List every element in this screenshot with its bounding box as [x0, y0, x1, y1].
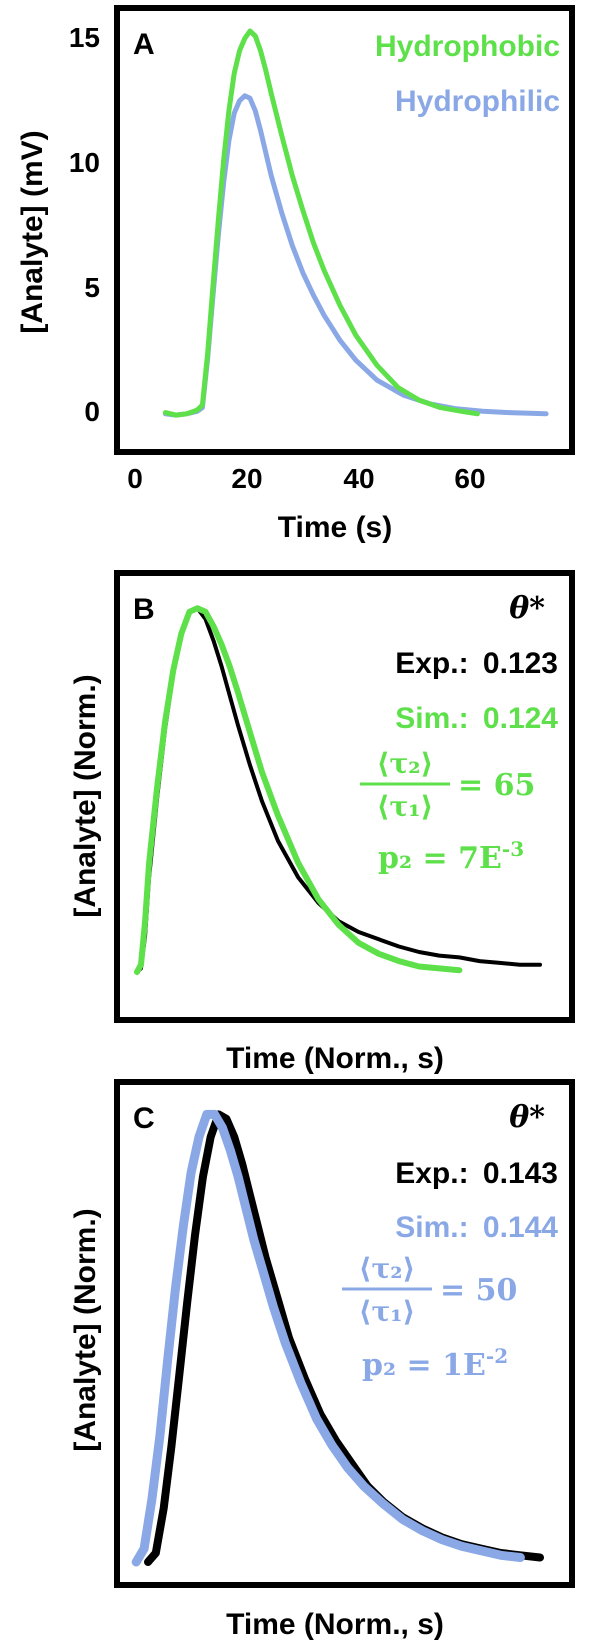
sim-label: Sim.:	[395, 1211, 468, 1244]
tau-ratio-denominator: ⟨τ₁⟩	[377, 790, 434, 823]
panel-b-plot-area	[134, 605, 542, 975]
panel-b-annotations: θ* Exp.: 0.123 Sim.: 0.124 ⟨τ₂⟩ ⟨τ₁⟩ = 6…	[360, 591, 558, 876]
tau-ratio: ⟨τ₂⟩ ⟨τ₁⟩ = 50	[342, 1252, 517, 1328]
panel-a-xtick-label: 20	[231, 463, 262, 494]
panel-a-frame	[114, 5, 575, 455]
tau-ratio-denominator: ⟨τ₁⟩	[359, 1295, 416, 1328]
legend-hydrophobic: Hydrophobic	[375, 30, 560, 63]
panel-b-letter: B	[133, 593, 155, 626]
p2-label: p₂ = 1E	[362, 1348, 486, 1383]
panel-a-ytick-label: 15	[69, 22, 100, 53]
panel-a-xtick-label: 60	[454, 463, 485, 494]
panel-a-ytick-label: 0	[84, 396, 100, 427]
p2-exponent: -3	[502, 837, 524, 861]
panel-b-series-2-line	[134, 605, 463, 975]
exp-value: 0.123	[483, 647, 558, 680]
panel-c-letter: C	[133, 1102, 155, 1135]
tau-ratio-numerator: ⟨τ₂⟩	[359, 1252, 416, 1285]
tau-ratio-numerator: ⟨τ₂⟩	[377, 747, 434, 780]
theta-symbol: θ*	[509, 591, 545, 626]
panel-a-xtick-label: 0	[127, 463, 143, 494]
sim-annotation: Sim.: 0.124	[395, 702, 558, 735]
exp-label: Exp.:	[395, 1157, 468, 1190]
sim-value: 0.144	[483, 1211, 558, 1244]
panel-c-frame	[114, 1079, 575, 1588]
exp-annotation: Exp.: 0.123	[395, 647, 558, 680]
panel-a-letter: A	[133, 28, 155, 61]
panel-c: C [Analyte] (Norm.) Time (Norm., s) θ* E…	[69, 1079, 575, 1641]
panel-a-ytick-label: 10	[69, 147, 100, 178]
tau-ratio-value: = 50	[440, 1273, 517, 1308]
panel-c-plot-area	[131, 1109, 544, 1567]
panel-a-xtick-label: 40	[343, 463, 374, 494]
panel-a-y-axis-label: [Analyte] (mV)	[16, 130, 49, 333]
theta-symbol: θ*	[509, 1100, 545, 1135]
sim-label: Sim.:	[395, 702, 468, 735]
panel-a-ytick-label: 5	[84, 272, 100, 303]
panel-a-x-ticks: 0 20 40 60	[127, 463, 485, 494]
panel-b-x-axis-label: Time (Norm., s)	[226, 1042, 444, 1075]
panel-b-frame	[114, 570, 575, 1023]
panel-c-series-1-line	[144, 1110, 544, 1566]
tau-ratio-value: = 65	[458, 768, 535, 803]
p2-annotation: p₂ = 7E-3	[378, 837, 524, 876]
panel-a-hydrophobic-line	[162, 28, 480, 418]
panel-c-series-2-line	[131, 1109, 525, 1567]
panel-a-x-axis-label: Time (s)	[278, 511, 392, 544]
exp-label: Exp.:	[395, 647, 468, 680]
p2-annotation: p₂ = 1E-2	[362, 1344, 508, 1383]
panel-a-y-ticks: 15 10 5 0	[69, 22, 100, 427]
sim-annotation: Sim.: 0.144	[395, 1211, 558, 1244]
panel-b-y-axis-label: [Analyte] (Norm.)	[69, 674, 102, 917]
exp-annotation: Exp.: 0.143	[395, 1157, 558, 1190]
exp-value: 0.143	[483, 1157, 558, 1190]
sim-value: 0.124	[483, 702, 558, 735]
legend-hydrophilic: Hydrophilic	[395, 85, 560, 118]
panel-c-x-axis-label: Time (Norm., s)	[226, 1608, 444, 1641]
panel-a: A 15 10 5 0 0 20 40 60 Time (s) [Analyte…	[16, 5, 575, 544]
panel-b: B [Analyte] (Norm.) Time (Norm., s) θ* E…	[69, 570, 575, 1075]
panel-c-annotations: θ* Exp.: 0.143 Sim.: 0.144 ⟨τ₂⟩ ⟨τ₁⟩ = 5…	[342, 1100, 558, 1383]
tau-ratio: ⟨τ₂⟩ ⟨τ₁⟩ = 65	[360, 747, 535, 823]
panel-c-y-axis-label: [Analyte] (Norm.)	[69, 1208, 102, 1451]
p2-label: p₂ = 7E	[378, 841, 502, 876]
panel-a-plot-area	[162, 28, 549, 418]
p2-exponent: -2	[486, 1344, 508, 1368]
panel-a-hydrophilic-line	[162, 93, 549, 418]
